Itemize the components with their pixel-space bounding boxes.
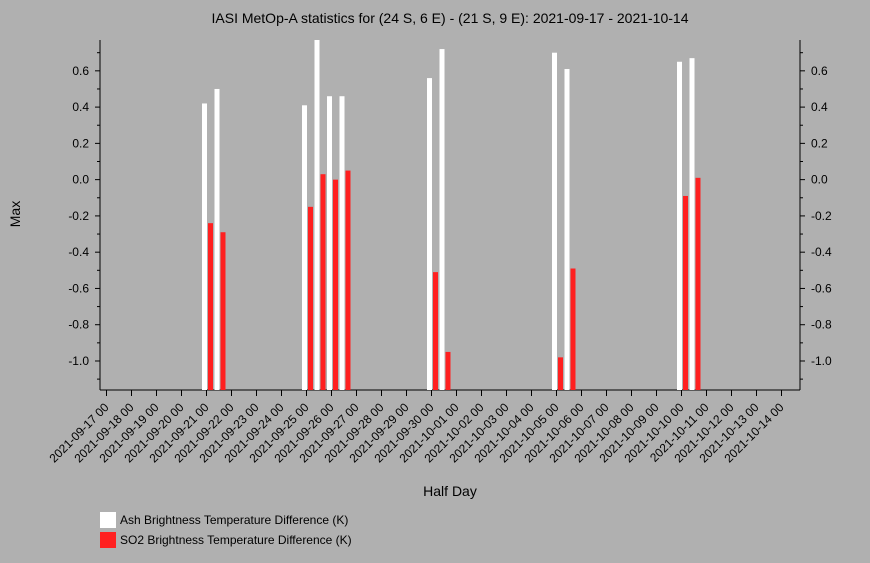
ash-bar	[302, 105, 307, 390]
so2-bar	[683, 195, 688, 390]
so2-bar	[445, 351, 451, 390]
legend-swatch-ash	[100, 512, 116, 528]
ash-bar	[552, 52, 557, 390]
so2-bar	[320, 174, 326, 390]
y-tick-label-left: 0.6	[72, 64, 89, 78]
legend: Ash Brightness Temperature Difference (K…	[100, 512, 352, 548]
y-tick-label-left: 0.4	[72, 100, 89, 114]
y-tick-label-right: 0.0	[811, 173, 828, 187]
y-tick-label-right: 0.2	[811, 136, 828, 150]
legend-label-ash: Ash Brightness Temperature Difference (K…	[120, 513, 348, 527]
ash-bar	[327, 96, 332, 390]
y-tick-label-right: 0.6	[811, 64, 828, 78]
y-tick-label-right: -0.6	[811, 281, 832, 295]
y-tick-label-left: -0.2	[68, 209, 89, 223]
y-tick-label-right: -0.4	[811, 245, 832, 259]
y-tick-label-left: 0.2	[72, 136, 89, 150]
ash-bar	[677, 61, 682, 390]
ash-bar	[214, 88, 220, 390]
so2-bar	[558, 357, 563, 390]
legend-label-so2: SO2 Brightness Temperature Difference (K…	[120, 533, 352, 547]
so2-bar	[220, 232, 226, 390]
y-tick-label-left: -1.0	[68, 354, 89, 368]
so2-bar	[345, 170, 351, 390]
legend-swatch-so2	[100, 532, 116, 548]
y-tick-label-left: 0.0	[72, 173, 89, 187]
so2-bar	[208, 223, 213, 390]
y-tick-label-left: -0.8	[68, 318, 89, 332]
so2-bar	[695, 177, 701, 390]
y-axis-label: Max	[7, 201, 23, 227]
y-tick-label-left: -0.6	[68, 281, 89, 295]
ash-bar	[339, 96, 345, 390]
so2-bar	[570, 268, 576, 390]
so2-bar	[308, 206, 313, 390]
y-tick-label-right: -0.2	[811, 209, 832, 223]
bars	[202, 40, 701, 391]
y-tick-label-left: -0.4	[68, 245, 89, 259]
so2-bar	[333, 179, 338, 390]
y-tick-label-right: 0.4	[811, 100, 828, 114]
axes: -1.0 -1.0 -0.8 -0.8 -0.6 -0.6 -0.4 -0.4 -0.2 -0.2…	[47, 40, 832, 465]
ash-bar	[564, 69, 570, 391]
ash-bar	[427, 78, 432, 391]
chart-title: IASI MetOp-A statistics for (24 S, 6 E) …	[212, 10, 689, 26]
so2-bar	[433, 272, 438, 390]
y-tick-label-right: -0.8	[811, 318, 832, 332]
y-tick-label-right: -1.0	[811, 354, 832, 368]
ash-bar	[689, 58, 695, 391]
ash-bar	[314, 40, 320, 390]
ash-bar	[439, 49, 445, 391]
ash-bar	[202, 103, 207, 391]
x-axis-label: Half Day	[423, 483, 477, 499]
